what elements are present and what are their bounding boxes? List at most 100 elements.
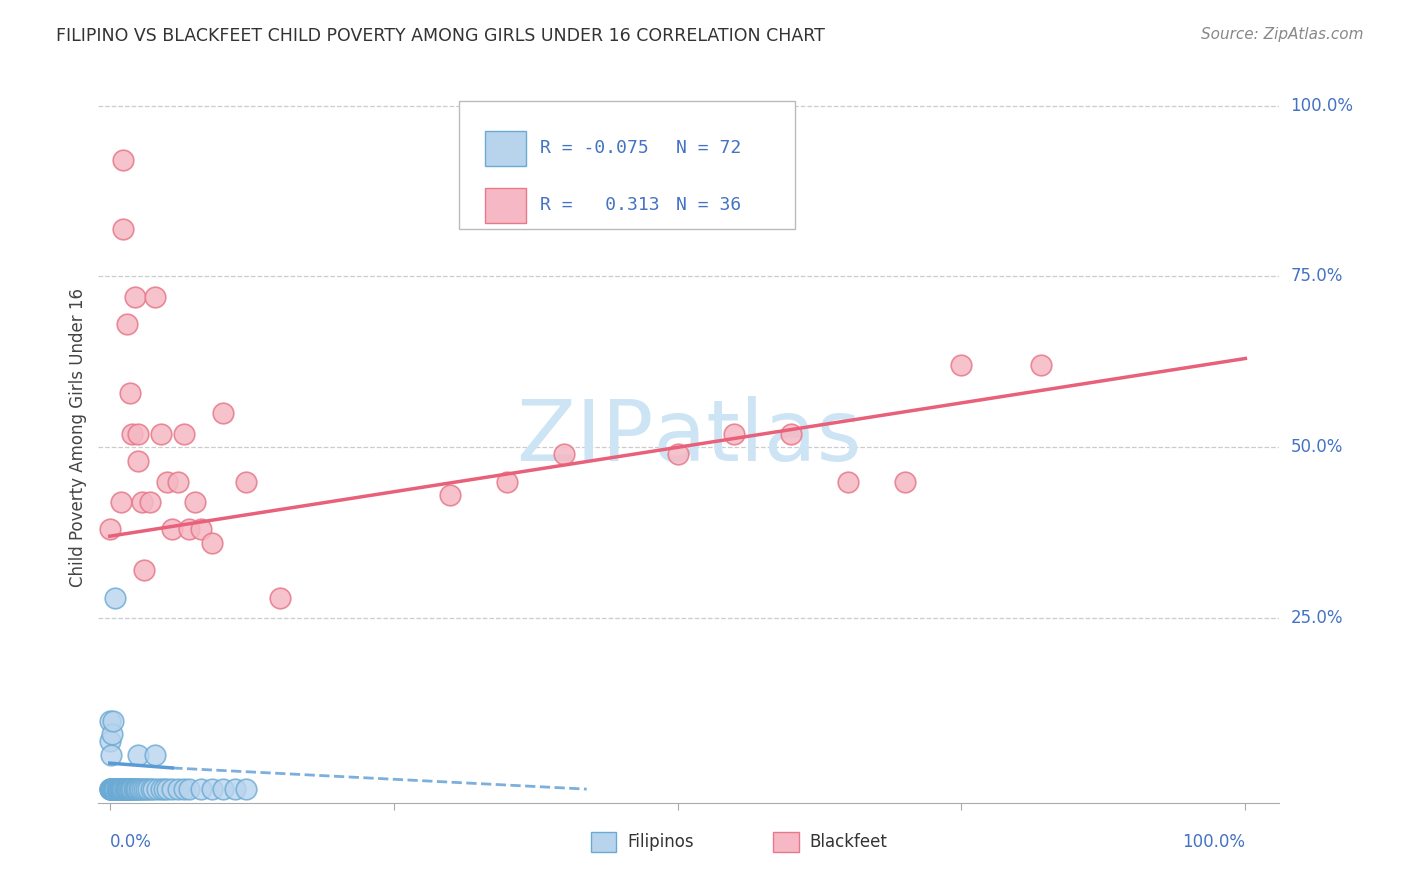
Text: Blackfeet: Blackfeet xyxy=(810,833,887,851)
Bar xyxy=(591,832,616,852)
Point xyxy=(138,782,160,797)
Point xyxy=(146,782,169,797)
Point xyxy=(114,782,136,797)
Point xyxy=(98,782,121,797)
Point xyxy=(950,359,973,373)
Bar xyxy=(773,832,799,852)
Point xyxy=(131,782,153,797)
Point xyxy=(100,747,122,762)
Point xyxy=(131,495,153,509)
Point xyxy=(114,782,136,797)
Point xyxy=(155,782,177,797)
Point xyxy=(98,522,121,536)
Text: FILIPINO VS BLACKFEET CHILD POVERTY AMONG GIRLS UNDER 16 CORRELATION CHART: FILIPINO VS BLACKFEET CHILD POVERTY AMON… xyxy=(56,27,825,45)
Point xyxy=(201,536,224,550)
Point xyxy=(115,318,138,332)
Point xyxy=(212,406,235,420)
Point xyxy=(162,782,183,797)
Point xyxy=(100,782,122,797)
Point xyxy=(125,782,148,797)
Point xyxy=(112,153,135,168)
Point xyxy=(98,782,121,797)
Point xyxy=(235,782,257,797)
Point xyxy=(167,475,190,489)
Point xyxy=(110,782,132,797)
Point xyxy=(107,782,129,797)
Point xyxy=(149,426,172,441)
Point xyxy=(105,782,128,797)
Point xyxy=(108,782,131,797)
Point xyxy=(153,782,176,797)
Text: 50.0%: 50.0% xyxy=(1291,438,1343,457)
Point xyxy=(115,782,138,797)
Point xyxy=(120,782,142,797)
Point xyxy=(439,488,461,502)
Point xyxy=(127,454,149,468)
Point xyxy=(138,495,160,509)
Point xyxy=(179,522,201,536)
Text: ZIP​atlas: ZIP​atlas xyxy=(516,395,862,479)
Text: R = -0.075: R = -0.075 xyxy=(540,139,650,157)
Point xyxy=(120,782,142,797)
Point xyxy=(184,495,207,509)
Point xyxy=(115,782,138,797)
Point xyxy=(190,522,212,536)
Point xyxy=(105,782,128,797)
Point xyxy=(110,782,132,797)
Point xyxy=(111,782,134,797)
Point xyxy=(893,475,915,489)
Point xyxy=(1029,359,1052,373)
Y-axis label: Child Poverty Among Girls Under 16: Child Poverty Among Girls Under 16 xyxy=(69,287,87,587)
Point xyxy=(162,522,183,536)
Text: 100.0%: 100.0% xyxy=(1291,96,1354,114)
Point xyxy=(129,782,152,797)
Point xyxy=(125,782,148,797)
Point xyxy=(118,782,141,797)
Point xyxy=(103,782,125,797)
Point xyxy=(104,782,127,797)
Point xyxy=(127,426,149,441)
Point xyxy=(553,447,575,461)
Point xyxy=(127,747,149,762)
Point xyxy=(103,782,125,797)
Text: 25.0%: 25.0% xyxy=(1291,609,1343,627)
Point xyxy=(135,782,157,797)
Point xyxy=(179,782,201,797)
Point xyxy=(155,475,177,489)
Point xyxy=(143,747,166,762)
Point xyxy=(124,782,146,797)
Text: 100.0%: 100.0% xyxy=(1182,833,1246,851)
Point xyxy=(666,447,689,461)
Point xyxy=(111,782,134,797)
Text: 0.0%: 0.0% xyxy=(110,833,152,851)
Point xyxy=(103,782,125,797)
Text: N = 72: N = 72 xyxy=(676,139,741,157)
Point xyxy=(101,727,124,741)
Point xyxy=(98,734,121,748)
Point xyxy=(190,782,212,797)
Point xyxy=(224,782,246,797)
Point xyxy=(235,475,257,489)
Point xyxy=(167,782,190,797)
Point xyxy=(173,782,195,797)
Point xyxy=(201,782,224,797)
Text: R =   0.313: R = 0.313 xyxy=(540,196,659,214)
Point xyxy=(132,563,155,577)
Point xyxy=(112,782,135,797)
Point xyxy=(103,714,125,728)
Point xyxy=(103,782,125,797)
Point xyxy=(117,782,139,797)
Point xyxy=(132,782,155,797)
Text: N = 36: N = 36 xyxy=(676,196,741,214)
Point xyxy=(173,426,195,441)
Point xyxy=(121,782,143,797)
Point xyxy=(104,782,127,797)
Point xyxy=(108,782,131,797)
Point xyxy=(124,290,146,304)
Point xyxy=(139,782,162,797)
Point xyxy=(110,782,132,797)
Point xyxy=(142,782,165,797)
Point xyxy=(101,782,124,797)
Point xyxy=(104,591,127,605)
Point xyxy=(98,714,121,728)
